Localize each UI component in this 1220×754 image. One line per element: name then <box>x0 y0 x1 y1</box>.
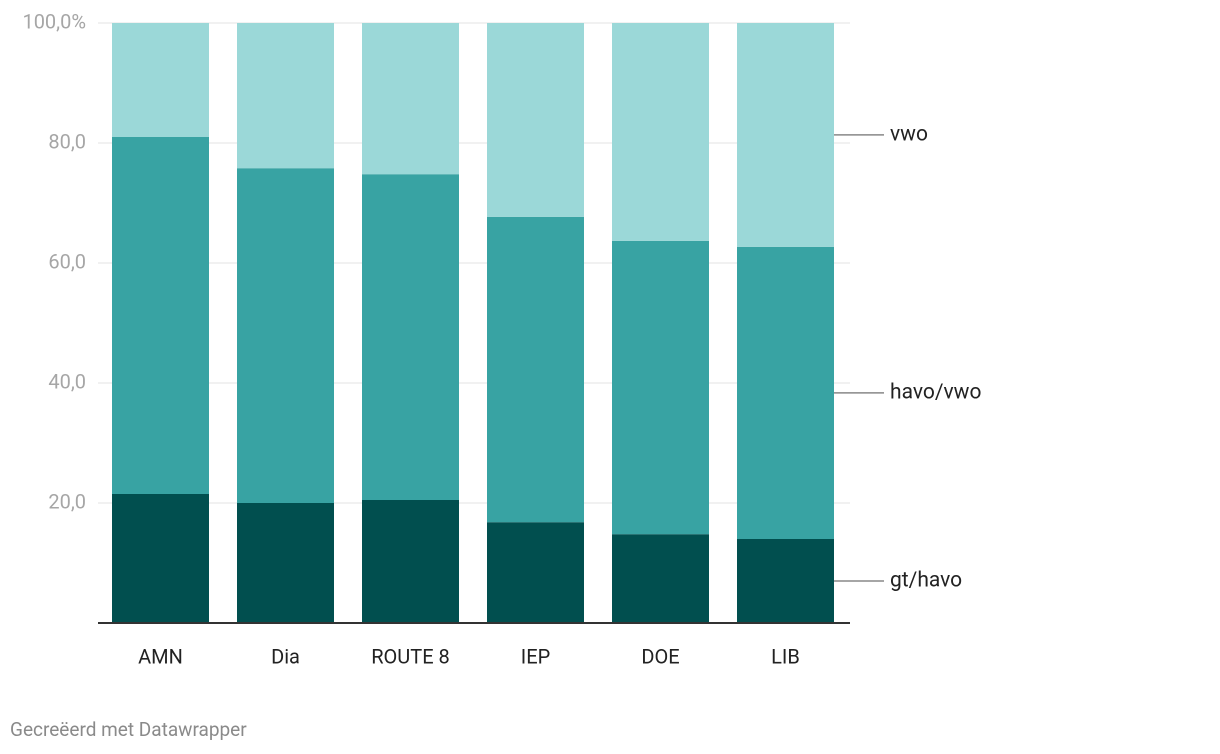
y-tick-label: 100,0% <box>22 9 86 33</box>
y-tick-label: 20,0 <box>48 489 86 513</box>
bar-segment <box>612 534 709 623</box>
bar-segment <box>237 23 334 169</box>
bar-segment <box>362 500 459 623</box>
x-tick-label: DOE <box>641 644 679 668</box>
legend-label: vwo <box>890 122 928 146</box>
y-tick-label: 80,0 <box>48 129 86 153</box>
bar-segment <box>362 174 459 500</box>
bar-segment <box>487 216 584 523</box>
bar-segment <box>112 23 209 137</box>
y-tick-label: 40,0 <box>48 369 86 393</box>
bar-segment <box>237 168 334 503</box>
bar-segment <box>737 539 834 623</box>
bar-segment <box>487 23 584 217</box>
y-tick-label: 60,0 <box>48 249 86 273</box>
x-tick-label: LIB <box>771 644 800 668</box>
x-tick-label: IEP <box>521 644 550 668</box>
bar-segment <box>737 246 834 540</box>
footer: Gecreëerd met Datawrapper <box>10 718 247 741</box>
bar-segment <box>487 522 584 623</box>
bar-segment <box>362 23 459 175</box>
legend-label: gt/havo <box>890 569 962 593</box>
x-tick-label: AMN <box>138 644 183 668</box>
bar-segment <box>237 503 334 623</box>
bar-segment <box>112 494 209 623</box>
bar-segment <box>612 240 709 535</box>
x-tick-label: Dia <box>271 644 300 668</box>
x-tick-label: ROUTE 8 <box>371 644 450 668</box>
bar-segment <box>112 137 209 494</box>
legend-label: havo/vwo <box>890 380 981 404</box>
bar-segment <box>737 23 834 247</box>
bar-segment <box>612 23 709 241</box>
